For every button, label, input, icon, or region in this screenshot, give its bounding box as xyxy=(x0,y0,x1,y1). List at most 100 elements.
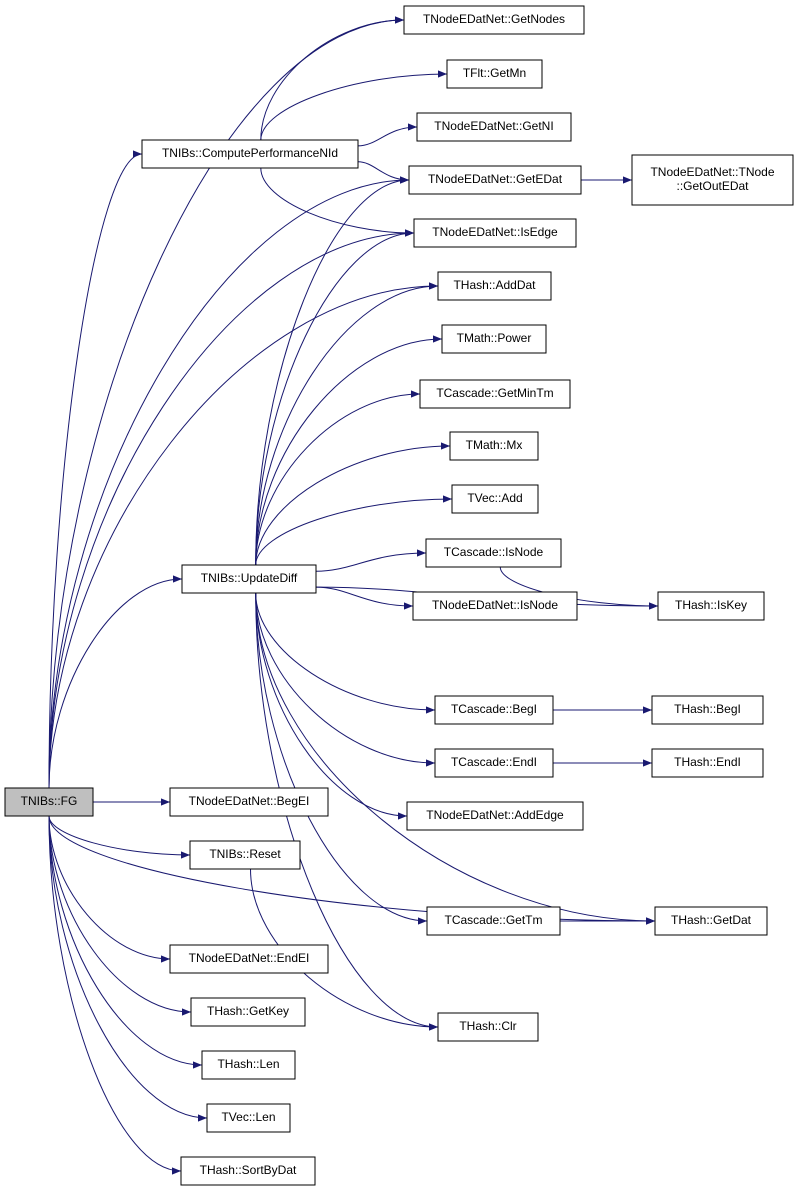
node-box xyxy=(206,1103,291,1133)
node-label: TNodeEDatNet::GetNodes xyxy=(423,12,565,26)
call-edge xyxy=(48,815,191,859)
node-label: TNIBs::ComputePerformanceNId xyxy=(162,146,338,160)
node-label: TVec::Len xyxy=(221,1110,275,1124)
node-label: TCascade::GetTm xyxy=(444,913,542,927)
node-label: THash::SortByDat xyxy=(200,1163,297,1177)
node-box xyxy=(426,906,561,936)
node-label: TMath::Mx xyxy=(466,438,523,452)
function-node: TNIBs::UpdateDiff xyxy=(181,564,317,594)
node-box xyxy=(654,906,768,936)
function-node: TCascade::GetMinTm xyxy=(419,379,571,409)
function-node: TCascade::BegI xyxy=(434,695,554,725)
node-label: THash::BegI xyxy=(674,702,741,716)
node-label: TNIBs::UpdateDiff xyxy=(201,571,298,585)
call-edge xyxy=(255,495,453,566)
node-box xyxy=(4,787,94,817)
node-label-line: ::GetOutEDat xyxy=(676,179,749,193)
function-node: THash::BegI xyxy=(651,695,764,725)
node-label: TNodeEDatNet::EndEI xyxy=(189,951,310,965)
function-node: TNIBs::ComputePerformanceNId xyxy=(141,139,359,169)
call-edge xyxy=(315,586,414,610)
node-box xyxy=(441,324,547,354)
node-label: TVec::Add xyxy=(467,491,522,505)
node-box xyxy=(446,59,543,89)
function-node: THash::AddDat xyxy=(437,271,552,301)
function-node: TNIBs::FG xyxy=(4,787,94,817)
node-box xyxy=(437,271,552,301)
call-edge xyxy=(48,815,182,1175)
node-label: TCascade::EndI xyxy=(451,755,537,769)
node-label: TNIBs::FG xyxy=(21,794,78,808)
node-box xyxy=(419,379,571,409)
node-label: THash::GetKey xyxy=(207,1004,289,1018)
call-edge xyxy=(255,592,656,925)
function-node: THash::Len xyxy=(201,1050,296,1080)
node-label: TNodeEDatNet::GetEDat xyxy=(428,172,563,186)
call-edge xyxy=(255,592,408,820)
node-label: TMath::Power xyxy=(457,331,532,345)
call-edge xyxy=(255,390,421,566)
function-node: TVec::Add xyxy=(451,484,539,514)
call-edge xyxy=(48,16,405,789)
function-node: TNodeEDatNet::GetNodes xyxy=(403,5,585,35)
node-label: TNodeEDatNet::AddEdge xyxy=(426,808,564,822)
function-node: THash::GetKey xyxy=(190,997,306,1027)
node-box xyxy=(437,1012,539,1042)
node-label: THash::Len xyxy=(217,1057,279,1071)
node-box xyxy=(180,1156,316,1186)
node-box xyxy=(434,695,554,725)
function-node: TNodeEDatNet::GetEDat xyxy=(408,165,582,195)
node-label: THash::IsKey xyxy=(675,598,747,612)
function-node: TNodeEDatNet::EndEI xyxy=(169,944,329,974)
node-box xyxy=(169,944,329,974)
node-box xyxy=(181,564,317,594)
node-box xyxy=(657,591,765,621)
call-edge xyxy=(255,176,410,566)
call-edge xyxy=(255,592,439,1031)
node-label: TNodeEDatNet::IsEdge xyxy=(432,225,558,239)
function-node: TFlt::GetMn xyxy=(446,59,543,89)
call-edge xyxy=(250,868,439,1031)
node-label: TNodeEDatNet::IsNode xyxy=(432,598,558,612)
node-box xyxy=(408,165,582,195)
call-edge xyxy=(255,592,428,925)
function-node: TMath::Power xyxy=(441,324,547,354)
call-edge xyxy=(48,815,656,925)
node-label: THash::GetDat xyxy=(671,913,752,927)
node-box xyxy=(434,748,554,778)
node-box xyxy=(403,5,585,35)
node-label: TNodeEDatNet::GetNI xyxy=(434,119,553,133)
node-label: TNIBs::Reset xyxy=(209,847,281,861)
node-box xyxy=(169,787,329,817)
function-node: TNIBs::Reset xyxy=(189,840,301,870)
call-edge xyxy=(255,592,436,767)
function-node: TCascade::EndI xyxy=(434,748,554,778)
function-node: TNodeEDatNet::TNode::GetOutEDat xyxy=(631,154,794,206)
node-box xyxy=(651,748,764,778)
call-edge xyxy=(48,815,192,1016)
function-node: TVec::Len xyxy=(206,1103,291,1133)
function-node: TNodeEDatNet::AddEdge xyxy=(406,801,584,831)
node-box xyxy=(189,840,301,870)
function-node: THash::Clr xyxy=(437,1012,539,1042)
function-node: THash::IsKey xyxy=(657,591,765,621)
call-edge xyxy=(357,161,410,184)
call-edge xyxy=(255,335,443,566)
node-box xyxy=(413,218,577,248)
call-edge xyxy=(48,150,143,789)
node-label: TNodeEDatNet::BegEI xyxy=(189,794,310,808)
node-label: THash::EndI xyxy=(674,755,741,769)
node-box xyxy=(412,591,578,621)
call-edge xyxy=(260,16,405,141)
function-node: TCascade::GetTm xyxy=(426,906,561,936)
node-box xyxy=(631,154,794,206)
node-box xyxy=(406,801,584,831)
function-node: TCascade::IsNode xyxy=(425,538,562,568)
node-box xyxy=(449,431,539,461)
call-edge xyxy=(48,282,439,789)
function-node: TMath::Mx xyxy=(449,431,539,461)
node-box xyxy=(190,997,306,1027)
node-label: TCascade::GetMinTm xyxy=(436,386,553,400)
node-box xyxy=(651,695,764,725)
